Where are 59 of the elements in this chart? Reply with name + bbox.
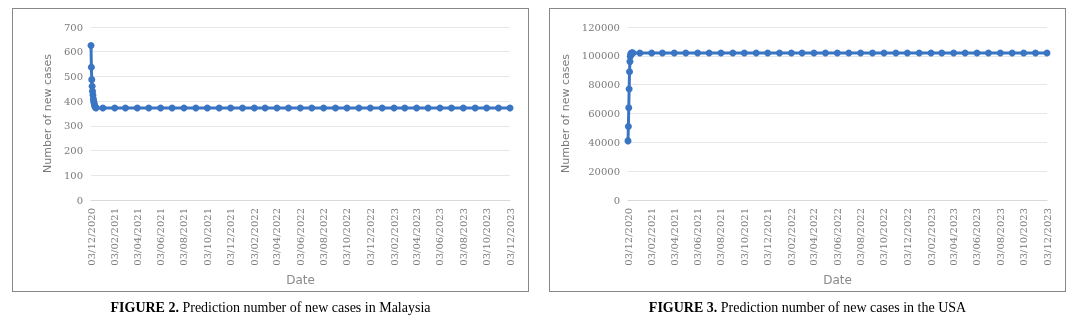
- x-tick-label: 03/02/2022: [248, 208, 260, 266]
- x-tick-label: 03/08/2021: [715, 208, 727, 266]
- y-tick-label: 200: [63, 145, 83, 157]
- text: FIGURE 2. Prediction number of new cases in Malaysia: [110, 300, 431, 316]
- x-tick-label: 03/04/2022: [808, 208, 820, 266]
- y-tick-label: 600: [63, 46, 83, 58]
- y-tick-label: 40000: [588, 136, 620, 148]
- x-tick-label: 03/12/2023: [1041, 208, 1053, 266]
- x-tick-label: 03/10/2021: [738, 208, 750, 266]
- y-tick-label: 300: [63, 120, 83, 132]
- y-tick-label: 100000: [581, 50, 620, 62]
- x-tick-label: 03/12/2020: [85, 208, 97, 266]
- y-axis-title: Number of new cases: [558, 53, 572, 174]
- x-tick-label: 03/04/2023: [948, 208, 960, 266]
- x-tick-label: 03/02/2022: [785, 208, 797, 266]
- x-tick-label: 03/02/2023: [925, 208, 937, 266]
- x-tick-label: 03/06/2023: [434, 208, 446, 266]
- y-tick-label: 60000: [588, 108, 620, 119]
- y-tick-label: 0: [613, 194, 620, 206]
- x-tick-label: 03/10/2022: [878, 208, 890, 266]
- y-tick-label: 0: [76, 194, 83, 206]
- x-tick-label: 03/06/2021: [155, 208, 167, 266]
- x-tick-label: 03/02/2021: [646, 208, 658, 266]
- y-tick-label: 700: [63, 21, 83, 33]
- x-axis-title: Date: [286, 273, 315, 287]
- x-tick-label: 03/02/2023: [388, 208, 400, 266]
- x-tick-label: 03/04/2023: [411, 208, 423, 266]
- y-tick-label: 80000: [588, 79, 620, 91]
- x-tick-label: 03/12/2021: [762, 208, 774, 266]
- y-tick-label: 500: [63, 70, 83, 82]
- x-tick-label: 03/06/2023: [971, 208, 983, 266]
- x-tick-label: 03/08/2022: [855, 208, 867, 266]
- x-tick-label: 03/04/2022: [271, 208, 283, 266]
- x-tick-label: 03/12/2020: [622, 208, 634, 266]
- x-tick-label: 03/08/2023: [994, 208, 1006, 266]
- x-axis-title: Date: [823, 273, 852, 287]
- x-tick-label: 03/12/2022: [364, 208, 376, 266]
- x-tick-label: 03/12/2022: [901, 208, 913, 266]
- x-tick-label: 03/06/2021: [692, 208, 704, 266]
- x-tick-label: 03/04/2021: [131, 208, 143, 266]
- y-axis-title: Number of new cases: [41, 53, 55, 174]
- x-tick-label: 03/08/2021: [178, 208, 190, 266]
- x-tick-label: 03/02/2021: [109, 208, 121, 266]
- x-tick-label: 03/10/2023: [1018, 208, 1030, 266]
- x-tick-label: 03/06/2022: [294, 208, 306, 266]
- x-tick-label: 03/06/2022: [831, 208, 843, 266]
- text: FIGURE 3. Prediction number of new cases in the USA: [648, 300, 967, 316]
- x-tick-label: 03/10/2022: [341, 208, 353, 266]
- x-tick-label: 03/08/2023: [457, 208, 469, 266]
- x-tick-label: 03/04/2021: [668, 208, 680, 266]
- y-tick-label: 100: [63, 169, 83, 181]
- x-tick-label: 03/08/2022: [318, 208, 330, 266]
- x-tick-label: 03/10/2021: [201, 208, 213, 266]
- y-tick-label: 120000: [581, 21, 620, 33]
- x-tick-label: 03/10/2023: [481, 208, 493, 266]
- x-tick-label: 03/12/2021: [225, 208, 237, 266]
- y-tick-label: 400: [63, 95, 83, 107]
- y-tick-label: 20000: [588, 165, 620, 177]
- x-tick-label: 03/12/2023: [504, 208, 516, 266]
